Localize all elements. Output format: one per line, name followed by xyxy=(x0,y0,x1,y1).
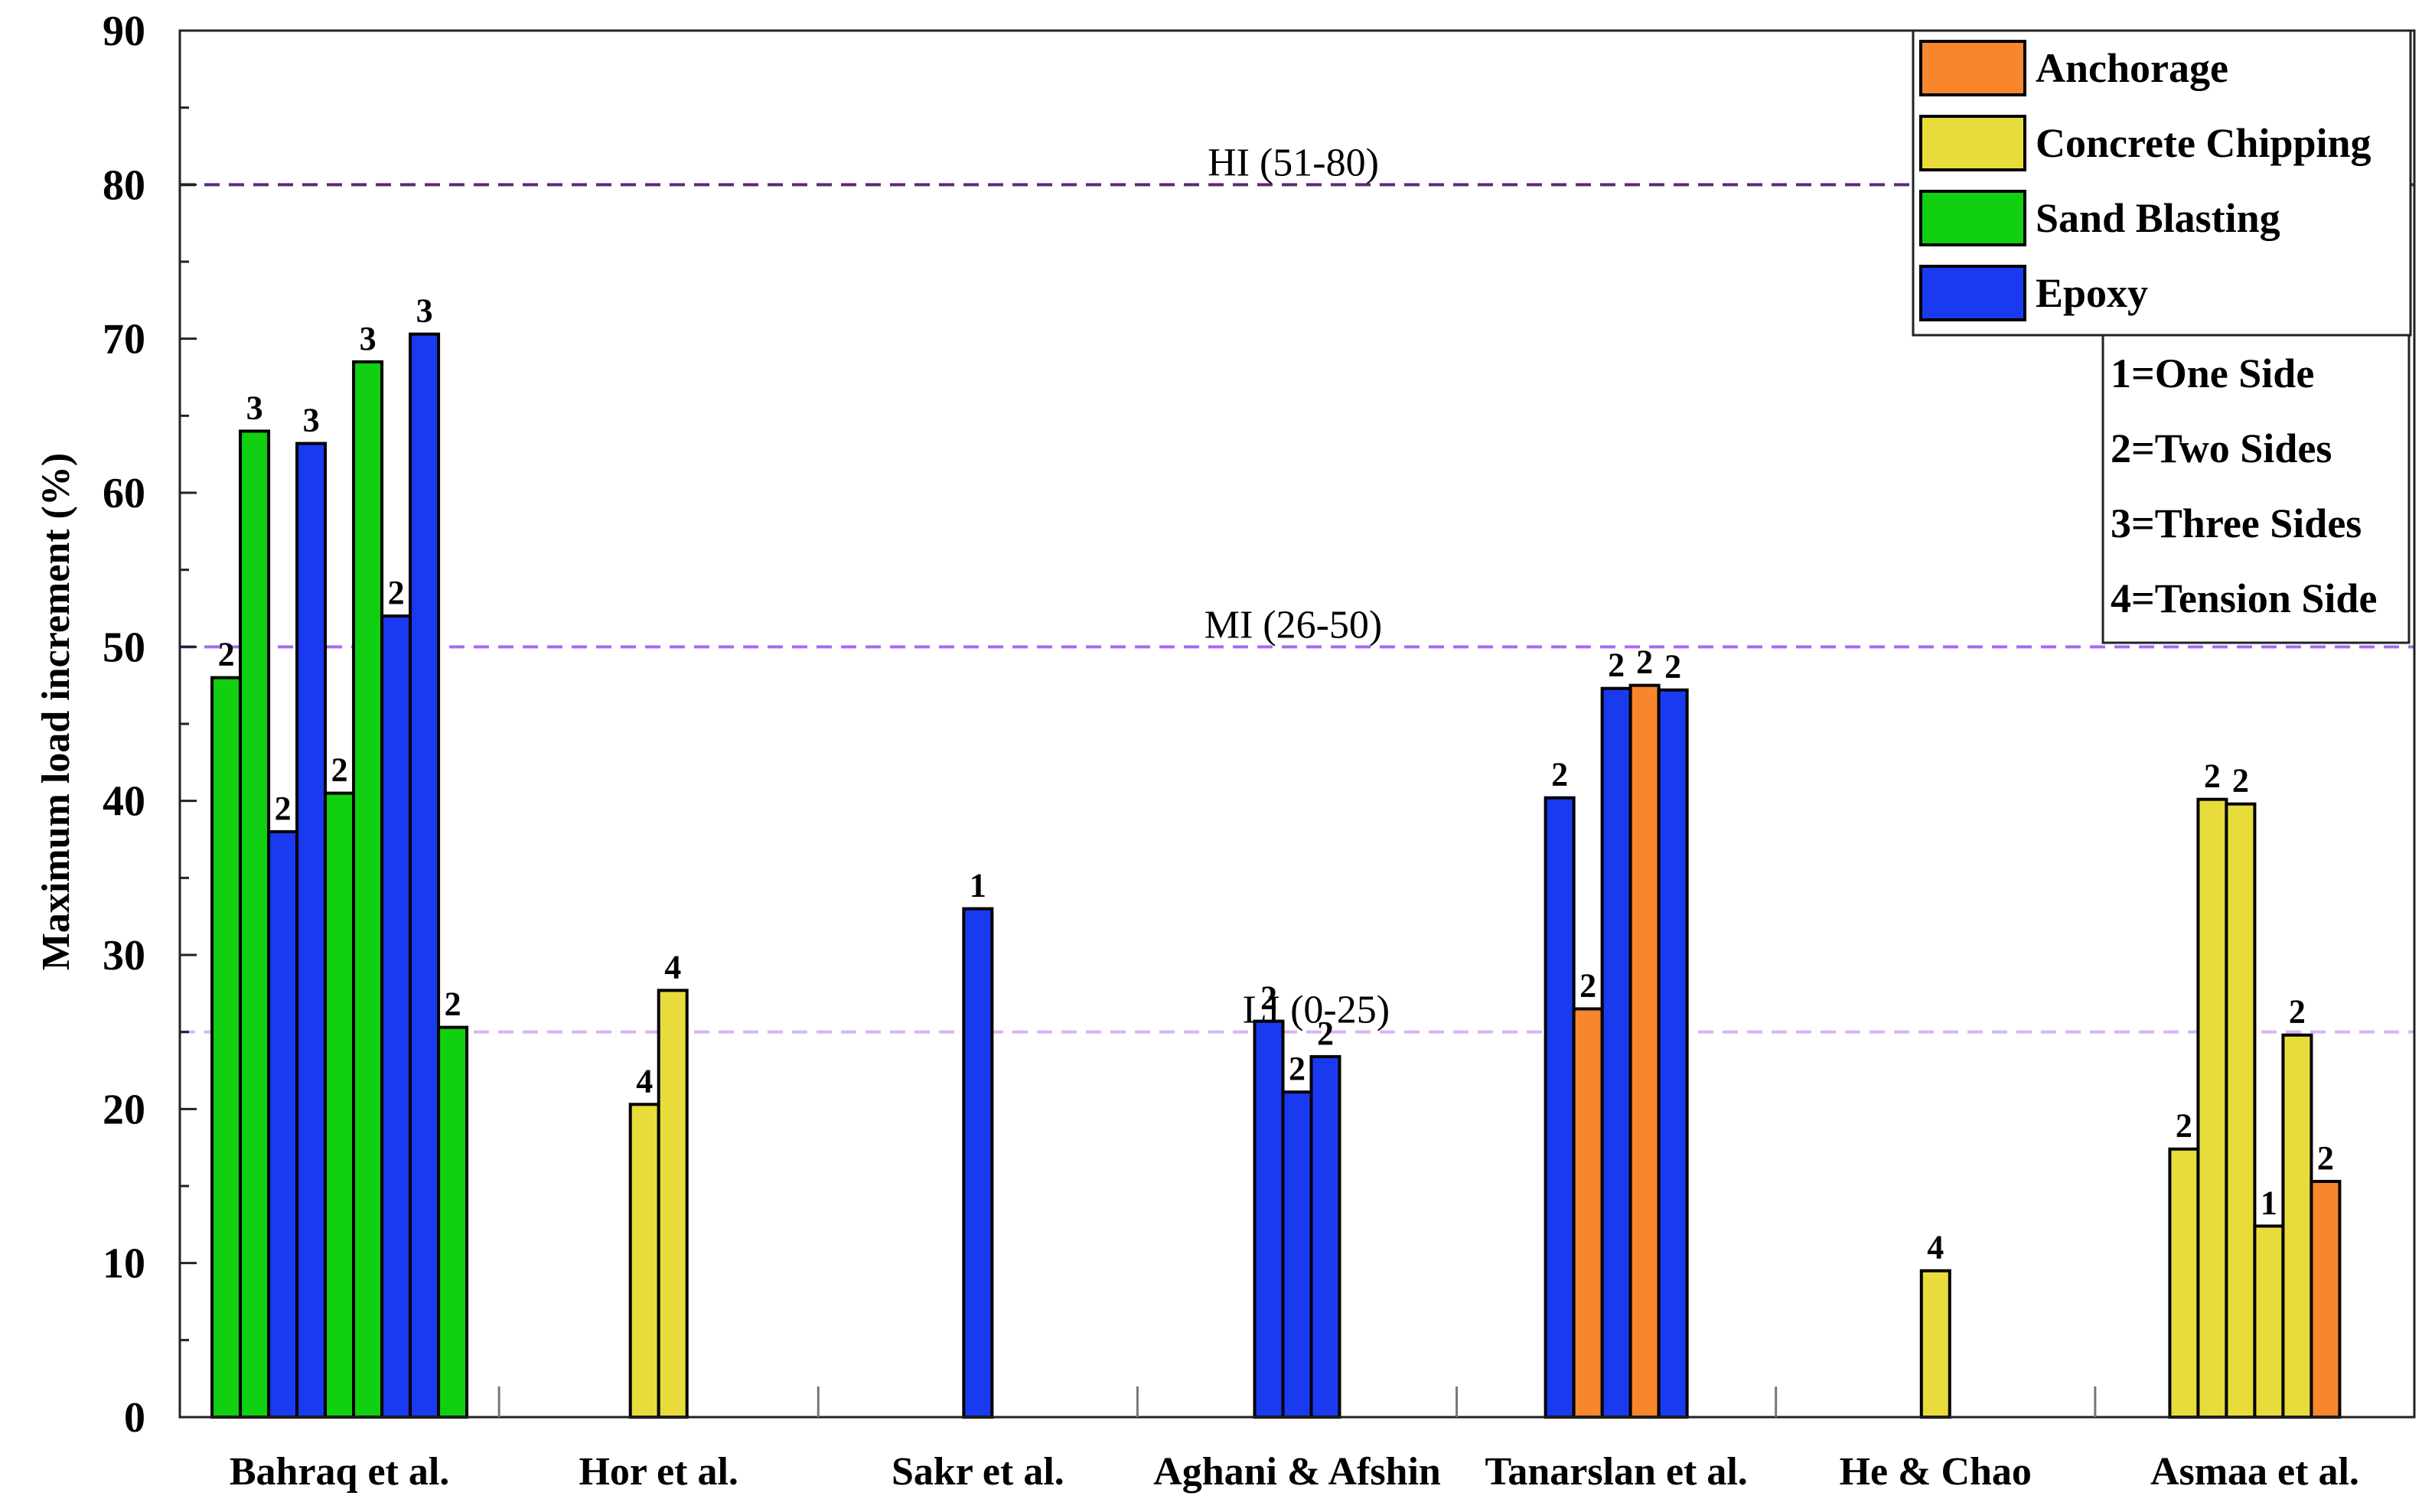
bar-label: 2 xyxy=(1260,979,1277,1017)
bar xyxy=(2225,802,2257,1419)
x-category-label: Asmaa et al. xyxy=(2150,1450,2359,1494)
bar-label: 2 xyxy=(331,751,348,789)
legend: Anchorage Concrete Chipping Sand Blasting E… xyxy=(1912,29,2412,337)
bar-label: 3 xyxy=(303,402,320,439)
reference-line-label: MI (26-50) xyxy=(1204,603,1383,647)
side-key-entry: 4=Tension Side xyxy=(2111,575,2377,621)
bar xyxy=(1600,686,1632,1419)
bar xyxy=(210,676,243,1419)
x-category-label: Aghani & Afshin xyxy=(1153,1450,1441,1494)
bar-label: 2 xyxy=(2317,1139,2334,1177)
bar-label: 4 xyxy=(636,1062,653,1100)
side-key-entry: 1=One Side xyxy=(2111,350,2314,396)
bar xyxy=(2168,1147,2200,1419)
bar-label: 2 xyxy=(1317,1015,1334,1052)
bar xyxy=(267,829,299,1419)
bar xyxy=(628,1103,660,1419)
bar xyxy=(380,614,412,1419)
legend-swatch xyxy=(1919,115,2026,171)
side-key-box xyxy=(2101,334,2411,644)
side-key-entry: 3=Three Sides xyxy=(2111,500,2362,546)
bar-label: 4 xyxy=(664,948,681,986)
bar xyxy=(1281,1090,1313,1419)
bar-label: 2 xyxy=(1551,756,1568,793)
bar-label: 4 xyxy=(1927,1229,1944,1266)
y-axis-label: Maximum load increment (%) xyxy=(34,453,78,970)
bar xyxy=(2281,1033,2313,1419)
y-tick-label: 50 xyxy=(103,624,145,671)
bar-label: 2 xyxy=(218,636,235,673)
bar xyxy=(1543,796,1576,1419)
x-category-label: Sakr et al. xyxy=(892,1450,1064,1494)
bar-label: 2 xyxy=(1664,648,1681,686)
axes: 0 10 20 30 40 50 60 70 80 90 Bahraq et al. Hor et a… xyxy=(103,8,2416,1494)
y-tick-label: 30 xyxy=(103,932,145,979)
y-tick-label: 40 xyxy=(103,778,145,826)
bar xyxy=(1253,1019,1285,1419)
bar xyxy=(1309,1054,1341,1419)
y-tick-label: 80 xyxy=(103,161,145,209)
bar xyxy=(352,360,384,1419)
bar xyxy=(324,791,356,1419)
bar xyxy=(239,429,271,1419)
x-category-label: Hor et al. xyxy=(579,1450,738,1494)
reference-line-label: HI (51-80) xyxy=(1208,141,1379,184)
legend-swatch xyxy=(1919,190,2026,246)
bar-label: 3 xyxy=(416,292,433,330)
bar-label: 2 xyxy=(2176,1107,2192,1145)
bar-label: 3 xyxy=(246,389,263,426)
bar-label: 2 xyxy=(1636,644,1653,681)
bar xyxy=(1628,683,1661,1419)
x-category-label: Tanarslan et al. xyxy=(1485,1450,1747,1494)
bar xyxy=(409,332,441,1419)
bar-label: 2 xyxy=(1579,966,1596,1004)
bar-label: 2 xyxy=(2232,762,2249,800)
bar-label: 1 xyxy=(970,867,986,904)
side-key-entry: 2=Two Sides xyxy=(2111,425,2332,471)
legend-swatch xyxy=(1919,265,2026,321)
bar xyxy=(295,442,328,1419)
y-tick-label: 60 xyxy=(103,470,145,517)
bar xyxy=(1572,1007,1604,1419)
bar-label: 2 xyxy=(2289,993,2306,1031)
bar xyxy=(1919,1269,1951,1419)
bar xyxy=(657,989,689,1419)
bar xyxy=(1657,688,1689,1419)
bar-label: 2 xyxy=(275,790,292,827)
x-category-label: He & Chao xyxy=(1840,1450,2032,1494)
bar-label: 2 xyxy=(1608,647,1625,684)
bar xyxy=(2310,1179,2342,1419)
y-tick-label: 0 xyxy=(124,1394,145,1442)
bar-label: 2 xyxy=(2204,758,2221,795)
bar xyxy=(962,907,994,1419)
bar-label: 2 xyxy=(445,986,461,1023)
bar-label: 1 xyxy=(2261,1184,2277,1221)
bar-label: 2 xyxy=(1289,1050,1306,1087)
x-category-label: Bahraq et al. xyxy=(230,1450,449,1494)
legend-entry: Concrete Chipping xyxy=(2036,120,2371,166)
legend-entry: Sand Blasting xyxy=(2036,195,2280,241)
legend-swatch xyxy=(1919,40,2026,96)
y-tick-label: 10 xyxy=(103,1240,145,1288)
legend-entry: Epoxy xyxy=(2036,270,2148,316)
bar xyxy=(437,1025,469,1419)
y-tick-label: 20 xyxy=(103,1086,145,1133)
y-tick-label: 70 xyxy=(103,316,145,363)
bar xyxy=(2253,1224,2285,1419)
bar xyxy=(2196,797,2228,1419)
bar-label: 3 xyxy=(360,320,377,357)
legend-entry: Anchorage xyxy=(2036,45,2228,91)
bar-label: 2 xyxy=(388,574,405,611)
y-tick-label: 90 xyxy=(103,8,145,55)
side-key: 1=One Side 2=Two Sides 3=Three Sides 4=Tens… xyxy=(2101,334,2411,644)
